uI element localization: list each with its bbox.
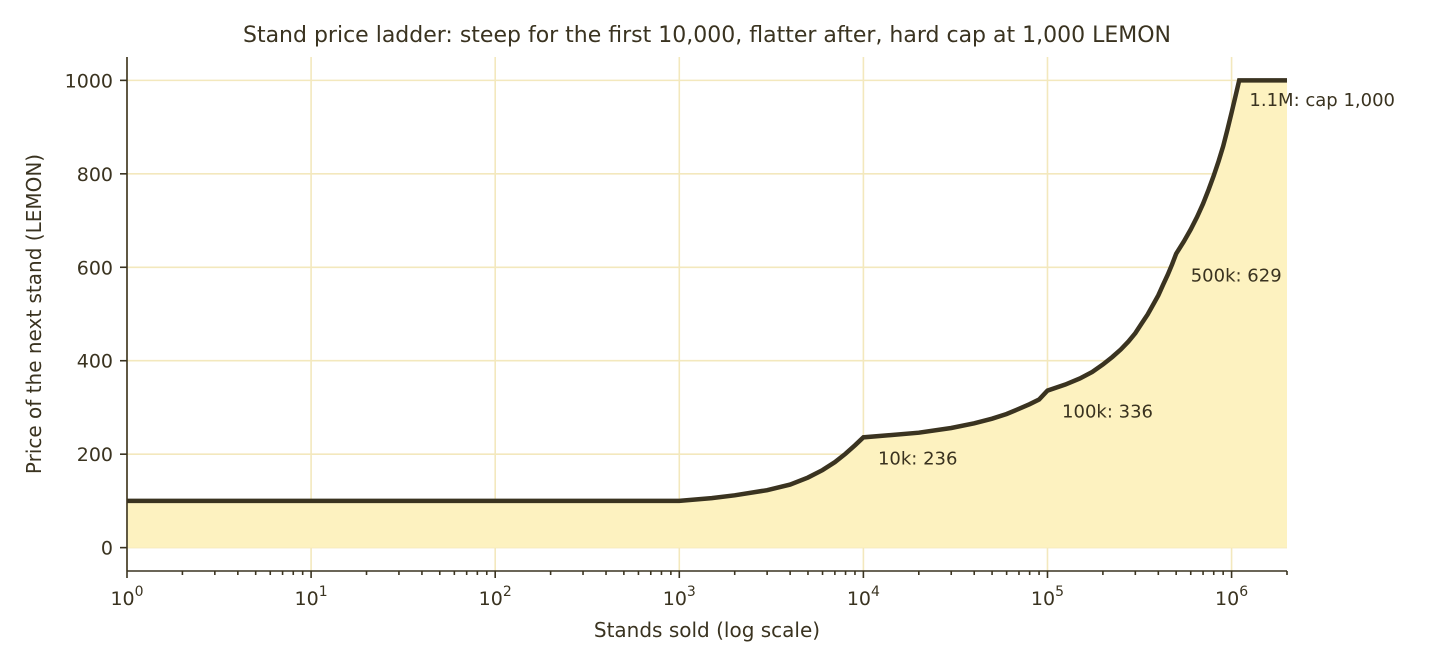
annotation-label: 10k: 236 [878,448,957,469]
y-tick-label: 1000 [65,70,113,92]
x-tick-label: 102 [479,584,512,610]
y-tick-label: 0 [101,538,113,560]
tick-labels: 100 101 102 103 104 105 106 0 200 400 600 800 1000 [65,70,1288,610]
x-tick-label: 106 [1215,584,1248,610]
annotation-label: 500k: 629 [1191,265,1282,286]
annotations: 10k: 236 100k: 336 500k: 629 1.1M: cap 1,00… [878,90,1395,469]
area-fill [127,80,1287,548]
y-tick-label: 600 [77,257,113,279]
x-tick-label: 101 [295,584,328,610]
y-tick-label: 200 [77,444,113,466]
annotation-label: 100k: 336 [1062,402,1153,423]
y-axis-label: Price of the next stand (LEMON) [22,154,46,474]
x-tick-label: 105 [1031,584,1064,610]
x-axis-label: Stands sold (log scale) [594,618,820,642]
y-tick-label: 800 [77,164,113,186]
price-line [127,78,1287,504]
x-tick-label: 100 [110,584,143,610]
annotation-label: 1.1M: cap 1,000 [1249,90,1395,111]
y-tick-label: 400 [77,351,113,373]
grid [126,57,1287,571]
axes [126,57,1287,572]
x-tick-label: 104 [847,584,880,610]
x-tick-label: 103 [663,584,696,610]
chart-title: Stand price ladder: steep for the first … [243,23,1171,48]
